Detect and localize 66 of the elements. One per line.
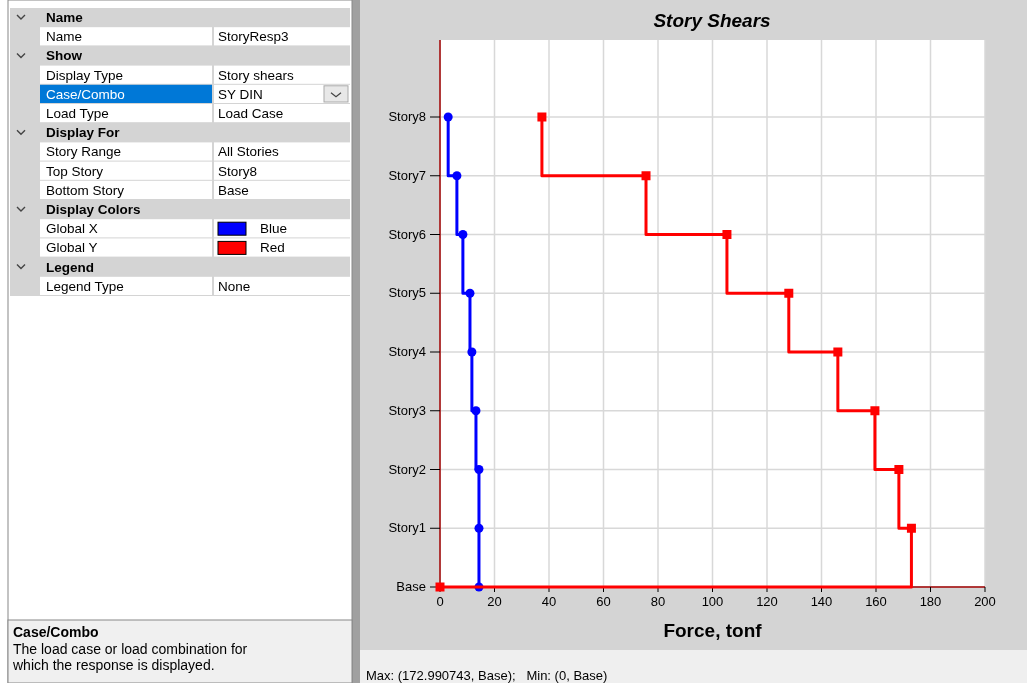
- text: None: [218, 278, 251, 294]
- category-label: Display For: [46, 125, 121, 141]
- category-label: Name: [46, 29, 83, 45]
- y-tick-label: Story4: [388, 344, 426, 359]
- text: Red: [260, 240, 285, 256]
- category-label: Bottom Story: [46, 182, 125, 198]
- point: [471, 406, 481, 416]
- point: [722, 230, 732, 239]
- y-tick-label: Story7: [388, 167, 426, 183]
- category-label: Top Story: [46, 163, 104, 179]
- point: [474, 523, 484, 533]
- category-label: Story Range: [46, 144, 122, 160]
- x-tick-label: 200: [974, 594, 996, 609]
- point: [833, 347, 843, 357]
- text: Load Case: [218, 106, 284, 121]
- x-tick-label: 140: [810, 594, 833, 609]
- category-label: Legend Type: [46, 278, 124, 294]
- x-tick-label: 80: [650, 594, 666, 609]
- x-tick-label: 0: [436, 594, 444, 609]
- x-tick-label: 60: [596, 594, 611, 609]
- point: [465, 288, 475, 298]
- y-tick-label: Base: [396, 579, 426, 594]
- category-label: Name: [46, 10, 84, 25]
- text: Max: (172.990743, Base); Min: (0, Base): [366, 668, 608, 683]
- y-tick-label: Story3: [388, 402, 426, 418]
- point: [537, 112, 547, 122]
- y-tick-label: Story5: [388, 285, 426, 301]
- point: [870, 406, 880, 416]
- text: Base: [218, 182, 249, 198]
- text: Story8: [218, 163, 258, 179]
- y-tick-label: Story1: [388, 520, 426, 536]
- text: All Stories: [218, 144, 279, 160]
- category-label: Global Y: [46, 240, 98, 256]
- y-tick-label: Story6: [388, 226, 426, 242]
- x-tick-label: 160: [865, 594, 887, 609]
- point: [641, 171, 651, 181]
- y-tick-label: Story8: [388, 109, 426, 124]
- point: [906, 523, 916, 533]
- category-label: Load Type: [46, 106, 109, 121]
- text: The load case or load combination for which the response is displayed.: [12, 641, 248, 673]
- text: SY DIN: [218, 86, 263, 102]
- text: Blue: [260, 221, 288, 237]
- x-tick-label: 20: [487, 594, 502, 609]
- x-tick-label: 40: [541, 594, 557, 609]
- point: [443, 112, 453, 122]
- point: [467, 347, 477, 357]
- x-tick-label: 180: [919, 594, 942, 609]
- category-label: Show: [46, 48, 83, 64]
- point: [452, 171, 462, 181]
- point: [474, 465, 484, 474]
- point: [458, 230, 468, 239]
- x-tick-label: 120: [756, 594, 778, 609]
- category-label: Global X: [46, 221, 98, 237]
- category-label: Display Type: [46, 67, 124, 83]
- x-axis-title: Force, tonf: [663, 620, 763, 641]
- point: [894, 465, 904, 474]
- x-tick-label: 100: [701, 594, 724, 609]
- text: StoryResp3: [218, 29, 289, 45]
- category-label: Legend: [46, 259, 95, 275]
- chart-title: Story Shears: [653, 10, 771, 31]
- text: Story shears: [218, 67, 294, 83]
- category-label: Display Colors: [46, 202, 141, 217]
- category-label: Case/Combo: [46, 86, 125, 102]
- y-tick-label: Story2: [388, 461, 426, 477]
- point: [784, 288, 794, 298]
- text: Case/Combo: [13, 624, 99, 640]
